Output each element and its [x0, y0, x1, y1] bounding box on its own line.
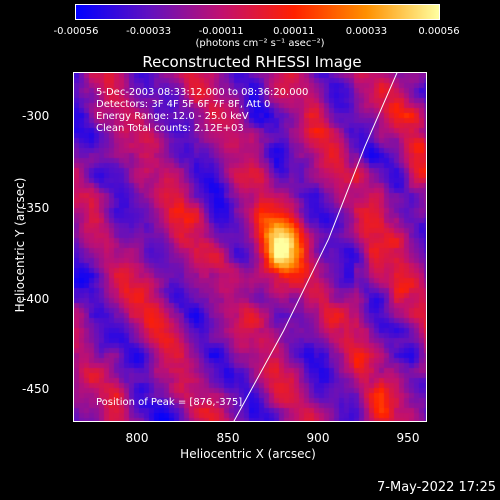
x-tick-label: 900 [306, 431, 330, 445]
heatmap-image [74, 73, 426, 421]
limb-overlay [233, 73, 398, 421]
solar-limb-line [233, 73, 398, 421]
y-tick-label: -450 [22, 382, 50, 396]
colorbar-tick-label: -0.00056 [53, 26, 99, 37]
colorbar-tick-label: -0.00011 [198, 26, 244, 37]
x-tick-label: 950 [396, 431, 420, 445]
y-tick-label: -400 [22, 292, 50, 306]
y-tick-label: -350 [22, 201, 50, 215]
colorbar-tick-label: 0.00056 [418, 26, 460, 37]
y-axis-label: Heliocentric Y (arcsec) [13, 177, 27, 313]
x-tick-label: 800 [125, 431, 149, 445]
footer-datetime: 7-May-2022 17:25 [377, 480, 496, 495]
colorbar-tick-label: -0.00033 [126, 26, 172, 37]
x-tick-label: 850 [216, 431, 240, 445]
heatmap-plot-area: 5-Dec-2003 08:33:12.000 to 08:36:20.000 … [73, 72, 427, 422]
colorbar-units: (photons cm⁻² s⁻¹ asec⁻²) [195, 38, 325, 49]
annotation-energy: Energy Range: 12.0 - 25.0 keV [96, 111, 249, 122]
x-axis-label: Heliocentric X (arcsec) [180, 447, 316, 461]
colorbar-tick-label: 0.00011 [273, 26, 315, 37]
annotation-time: 5-Dec-2003 08:33:12.000 to 08:36:20.000 [96, 87, 309, 98]
annotation-clean: Clean Total counts: 2.12E+03 [96, 123, 244, 134]
colorbar-tick-label: 0.00033 [345, 26, 388, 37]
annotation-peak: Position of Peak = [876,-375] [96, 397, 243, 408]
colorbar [75, 4, 440, 20]
y-tick-label: -300 [22, 109, 50, 123]
annotation-detectors: Detectors: 3F 4F 5F 6F 7F 8F, Att 0 [96, 99, 271, 110]
plot-title: Reconstructed RHESSI Image [142, 53, 362, 71]
